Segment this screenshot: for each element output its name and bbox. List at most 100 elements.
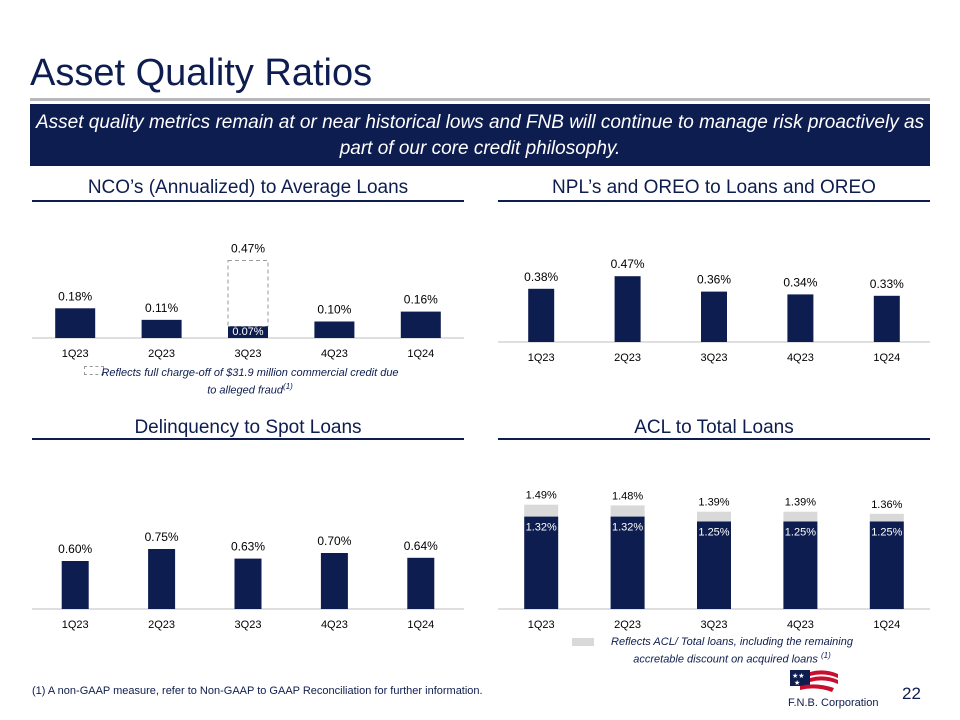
- data-label: 0.70%: [317, 534, 351, 548]
- bar: [320, 553, 348, 609]
- x-tick-label: 2Q23: [148, 619, 175, 631]
- x-tick-label: 1Q23: [62, 348, 89, 360]
- acl-stacked-bar-chart: 1.49% 1.32% 1Q23 1.48% 1.32% 2Q23 1.39% 1.25% 3Q…: [498, 490, 930, 631]
- delinquency-chart-title: Delinquency to Spot Loans: [134, 417, 362, 438]
- total-data-label: 1.39%: [698, 497, 729, 509]
- data-label: 0.36%: [697, 273, 731, 287]
- bar: [873, 295, 900, 342]
- flag-emblem-icon: ★★ ★: [790, 670, 838, 692]
- title-rule: [30, 98, 930, 101]
- x-tick-label: 1Q24: [407, 348, 434, 360]
- x-tick-label: 3Q23: [235, 348, 262, 360]
- nco-note-sup: (1): [283, 382, 293, 391]
- total-data-label: 1.49%: [526, 490, 557, 502]
- acl-total-bar-segment: [697, 511, 731, 522]
- npl-bar-chart: 0.38% 1Q23 0.47% 2Q23 0.36% 3Q23 0.34% 4Q23 0.33…: [498, 257, 930, 364]
- bar: [61, 561, 89, 609]
- data-label: 0.38%: [524, 270, 558, 284]
- x-tick-label: 2Q23: [614, 352, 641, 364]
- x-tick-label: 1Q23: [528, 352, 555, 364]
- base-data-label: 1.32%: [526, 522, 557, 534]
- acl-total-bar-segment: [610, 505, 645, 517]
- data-label: 0.75%: [145, 530, 179, 544]
- bar: [407, 557, 435, 609]
- base-data-label: 1.32%: [612, 522, 643, 534]
- x-tick-label: 1Q23: [62, 619, 89, 631]
- acl-note-text: Reflects ACL/ Total loans, including the…: [611, 636, 853, 666]
- nco-note-legend-swatch: [84, 366, 104, 375]
- bar: [148, 549, 176, 609]
- nco-bar-chart: 0.18% 1Q23 0.11% 2Q23 0.47% 0.07% 3Q23 0.10% 4Q2…: [32, 241, 464, 360]
- data-label: 0.60%: [58, 542, 92, 556]
- acl-base-bar-segment: [610, 516, 645, 609]
- acl-chart-title: ACL to Total Loans: [634, 417, 794, 438]
- bar: [141, 319, 182, 338]
- bar: [528, 288, 555, 342]
- acl-base-bar-segment: [697, 521, 731, 609]
- svg-text:★: ★: [794, 679, 800, 687]
- acl-note: Reflects ACL/ Total loans, including the…: [592, 635, 872, 667]
- total-data-label: 1.48%: [612, 490, 643, 502]
- acl-base-bar-segment: [783, 521, 818, 609]
- key-message-banner: Asset quality metrics remain at or near …: [30, 104, 930, 166]
- x-tick-label: 1Q23: [528, 619, 555, 631]
- x-tick-label: 4Q23: [321, 619, 348, 631]
- acl-title-rule: [498, 438, 930, 440]
- x-tick-label: 2Q23: [614, 619, 641, 631]
- logo-wordmark: F.N.B. Corporation: [788, 697, 878, 709]
- data-label: 0.63%: [231, 540, 265, 554]
- svg-text:★★: ★★: [792, 672, 805, 680]
- nco-title-rule: [32, 200, 464, 202]
- data-label: 0.16%: [404, 293, 438, 307]
- acl-base-bar-segment: [524, 516, 559, 609]
- acl-total-bar-segment: [869, 513, 904, 522]
- total-data-label: 1.36%: [871, 499, 902, 511]
- base-data-label: 1.25%: [698, 527, 729, 539]
- npl-title-rule: [498, 200, 930, 202]
- nco-note-text: Reflects full charge-off of $31.9 millio…: [101, 367, 399, 397]
- data-label: 0.33%: [870, 277, 904, 291]
- x-tick-label: 2Q23: [148, 348, 175, 360]
- x-tick-label: 4Q23: [321, 348, 348, 360]
- bar: [234, 558, 262, 609]
- data-label: 0.07%: [232, 326, 263, 338]
- acl-note-legend-swatch: [572, 638, 594, 646]
- page-number: 22: [902, 684, 921, 703]
- page-title: Asset Quality Ratios: [30, 52, 373, 94]
- delinquency-bar-chart: 0.60% 1Q23 0.75% 2Q23 0.63% 3Q23 0.70% 4Q23 0.64…: [32, 530, 464, 631]
- acl-note-sup: (1): [820, 651, 831, 660]
- bar: [614, 276, 641, 342]
- bar: [787, 294, 814, 342]
- bar: [701, 291, 727, 342]
- footnote: (1) A non-GAAP measure, refer to Non-GAA…: [32, 685, 483, 697]
- bar: [400, 311, 441, 338]
- delinquency-title-rule: [32, 438, 464, 440]
- acl-base-bar-segment: [869, 521, 904, 609]
- acl-total-bar-segment: [524, 504, 559, 517]
- base-data-label: 1.25%: [871, 527, 902, 539]
- data-label: 0.11%: [145, 301, 178, 315]
- x-tick-label: 1Q24: [407, 619, 434, 631]
- nco-chart-title: NCO’s (Annualized) to Average Loans: [87, 177, 409, 198]
- x-tick-label: 3Q23: [701, 352, 728, 364]
- x-tick-label: 3Q23: [701, 619, 728, 631]
- x-tick-label: 4Q23: [787, 619, 814, 631]
- x-tick-label: 1Q24: [873, 352, 900, 364]
- highlight-data-label: 0.47%: [231, 241, 265, 255]
- highlight-dashed-bar: [227, 259, 269, 327]
- bar: [55, 308, 96, 338]
- x-tick-label: 1Q24: [873, 619, 900, 631]
- acl-total-bar-segment: [783, 511, 818, 522]
- fnb-logo: ★★ ★ F.N.B. Corporation: [788, 670, 878, 709]
- data-label: 0.10%: [317, 303, 351, 317]
- nco-note: Reflects full charge-off of $31.9 millio…: [100, 366, 400, 398]
- total-data-label: 1.39%: [785, 497, 816, 509]
- data-label: 0.34%: [783, 275, 817, 289]
- bar: [228, 326, 268, 338]
- x-tick-label: 3Q23: [235, 619, 262, 631]
- bar: [314, 321, 355, 338]
- data-label: 0.47%: [611, 257, 645, 271]
- x-tick-label: 4Q23: [787, 352, 814, 364]
- npl-chart-title: NPL’s and OREO to Loans and OREO: [552, 177, 876, 198]
- data-label: 0.64%: [404, 539, 438, 553]
